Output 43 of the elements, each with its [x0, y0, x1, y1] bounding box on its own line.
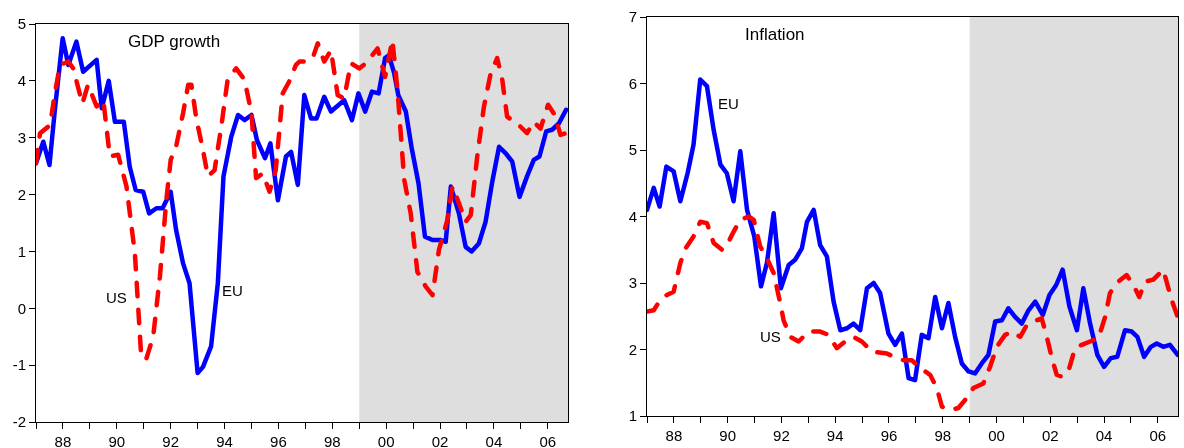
- text: Inflation: [745, 25, 805, 44]
- x-tick-label: 90: [108, 433, 126, 448]
- series-label: US: [106, 289, 127, 306]
- y-tick-label: 4: [17, 72, 26, 90]
- y-tick-label: -2: [12, 413, 26, 431]
- y-tick-label: 2: [17, 185, 26, 203]
- series-label: US: [760, 328, 781, 345]
- series-label: EU: [718, 95, 739, 112]
- x-tick-label: 94: [826, 427, 844, 444]
- series-label: EU: [222, 282, 243, 299]
- y-tick-label: 7: [628, 8, 637, 26]
- x-tick-label: 88: [54, 433, 72, 448]
- x-tick-label: 00: [377, 433, 395, 448]
- x-tick-label: 06: [1149, 427, 1167, 444]
- line-series: [647, 214, 1178, 413]
- x-tick-label: 06: [539, 433, 557, 448]
- text: GDP growth: [128, 32, 221, 51]
- y-tick-label: 1: [628, 407, 637, 425]
- x-tick-label: 92: [162, 433, 180, 448]
- y-tick-label: 5: [628, 141, 637, 159]
- x-tick-label: 02: [1041, 427, 1059, 444]
- y-tick-label: 4: [628, 207, 637, 225]
- y-tick-label: 3: [628, 274, 637, 292]
- y-tick-label: 3: [17, 128, 26, 146]
- x-tick-label: 96: [880, 427, 898, 444]
- y-tick-label: 5: [17, 15, 26, 33]
- x-tick-label: 94: [216, 433, 233, 448]
- y-tick-label: 6: [628, 74, 637, 92]
- x-tick-label: 02: [431, 433, 449, 448]
- line-series: [647, 77, 1178, 383]
- x-tick-label: 90: [719, 427, 736, 444]
- y-tick-label: 2: [628, 340, 637, 358]
- x-tick-label: 88: [665, 427, 683, 444]
- x-tick-label: 98: [934, 427, 952, 444]
- y-tick-label: 0: [17, 299, 26, 317]
- x-tick-label: 96: [270, 433, 287, 448]
- x-tick-label: 92: [773, 427, 790, 444]
- y-tick-label: 1: [17, 242, 26, 260]
- x-tick-label: 04: [485, 433, 503, 448]
- x-tick-label: 04: [1095, 427, 1113, 444]
- x-tick-label: 00: [988, 427, 1005, 444]
- y-tick-label: -1: [12, 356, 26, 374]
- x-tick-label: 98: [323, 433, 341, 448]
